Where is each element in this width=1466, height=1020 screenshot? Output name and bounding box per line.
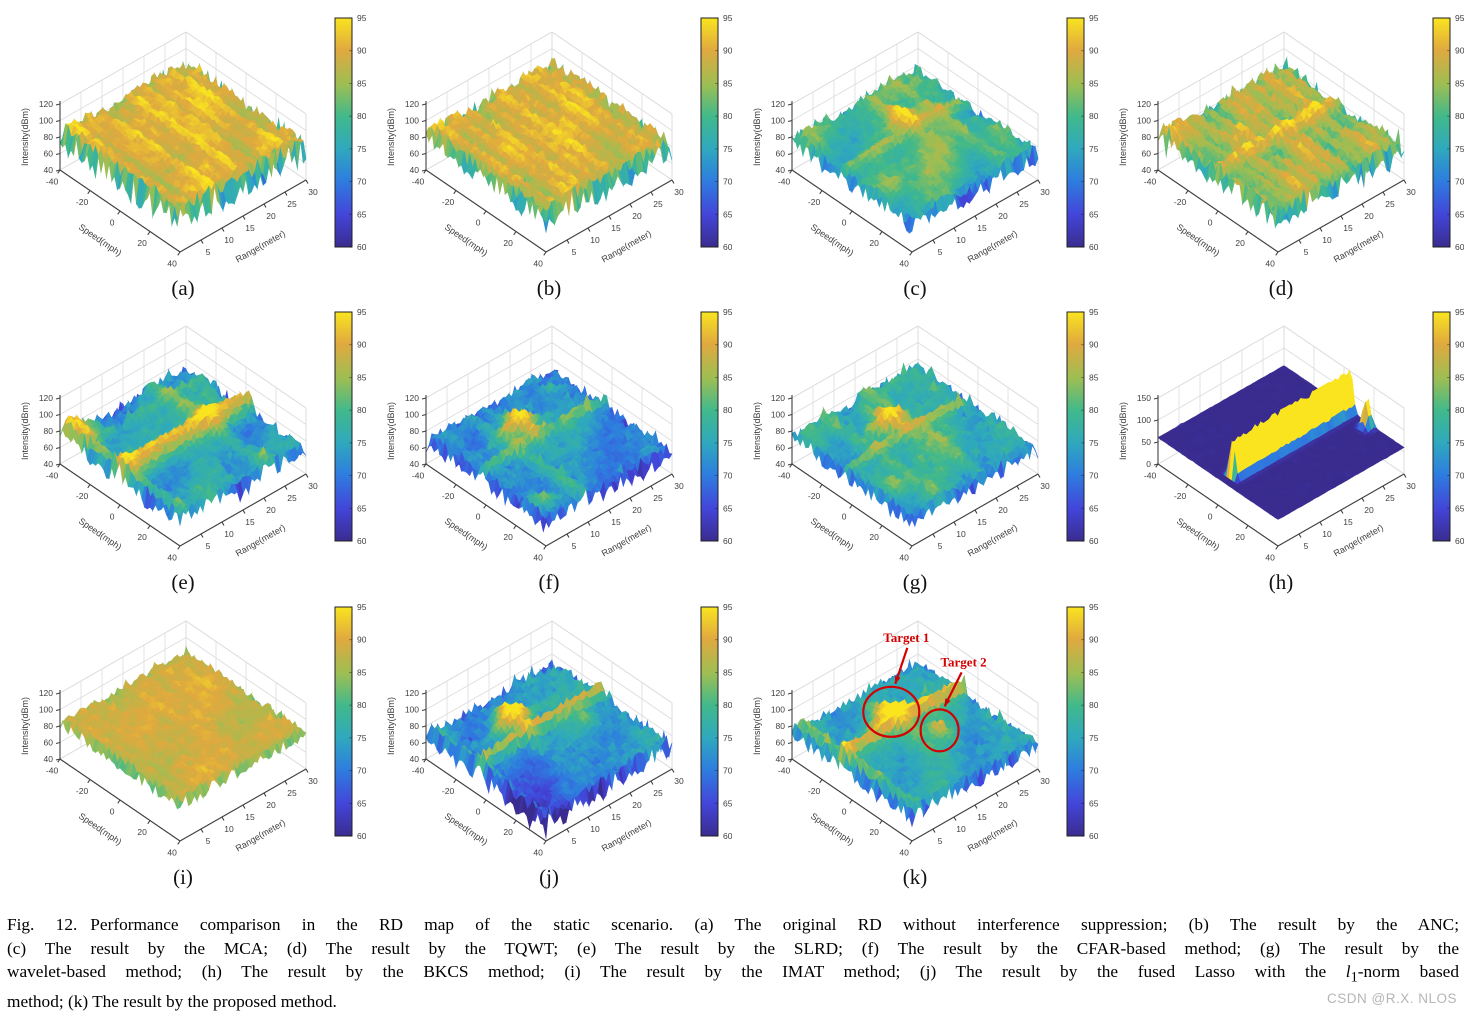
surface-plot-f	[366, 302, 732, 572]
figure-number: Fig. 12.	[7, 915, 78, 934]
csdn-watermark: CSDN @R.X. NLOS	[1327, 991, 1457, 1006]
surface-plot-a	[0, 8, 366, 278]
subplot-a: (a)	[0, 8, 366, 300]
figure-caption: Fig. 12. Performance comparison in the RD…	[7, 913, 1459, 1014]
subplot-label-h: (h)	[1268, 570, 1294, 594]
subplot-label-c: (c)	[903, 276, 927, 300]
caption-line-3a: wavelet-based method; (h) The result by …	[7, 962, 1346, 982]
subplot-label-g: (g)	[902, 570, 928, 594]
surface-plot-b	[366, 8, 732, 278]
subplot-label-j: (j)	[539, 865, 559, 889]
surface-plot-k	[732, 597, 1098, 867]
caption-line-3b: -norm based	[1357, 962, 1459, 982]
subplot-d: (d)	[1098, 8, 1464, 300]
caption-line-1: Fig. 12. Performance comparison in the RD…	[7, 913, 1459, 937]
surface-plot-d	[1098, 8, 1464, 278]
caption-line-4: method; (k) The result by the proposed m…	[7, 992, 337, 1012]
surface-plot-j	[366, 597, 732, 867]
surface-plot-g	[732, 302, 1098, 572]
surface-plot-h	[1098, 302, 1464, 572]
subplot-label-e: (e)	[171, 570, 195, 594]
subplot-label-i: (i)	[173, 865, 193, 889]
subplot-j: (j)	[366, 597, 732, 889]
subplot-label-b: (b)	[536, 276, 562, 300]
surface-plot-i	[0, 597, 366, 867]
subplot-e: (e)	[0, 302, 366, 594]
caption-l1-subscript: 1	[1350, 969, 1358, 986]
subplot-k: (k)	[732, 597, 1098, 889]
surface-plot-e	[0, 302, 366, 572]
subplot-b: (b)	[366, 8, 732, 300]
caption-l1-symbol: l	[1345, 962, 1351, 982]
caption-line-1-text: Performance comparison in the RD map of …	[90, 915, 1459, 934]
subplot-h: (h)	[1098, 302, 1464, 594]
subplot-label-d: (d)	[1268, 276, 1294, 300]
subplot-label-k: (k)	[902, 865, 928, 889]
caption-line-3: wavelet-based method; (h) The result by …	[7, 960, 1459, 990]
subplot-label-a: (a)	[171, 276, 195, 300]
subplot-g: (g)	[732, 302, 1098, 594]
caption-line-2: (c) The result by the MCA; (d) The resul…	[7, 938, 1459, 958]
surface-plot-c	[732, 8, 1098, 278]
subplot-label-f: (f)	[538, 570, 560, 594]
subplot-i: (i)	[0, 597, 366, 889]
subplot-c: (c)	[732, 8, 1098, 300]
subplot-f: (f)	[366, 302, 732, 594]
